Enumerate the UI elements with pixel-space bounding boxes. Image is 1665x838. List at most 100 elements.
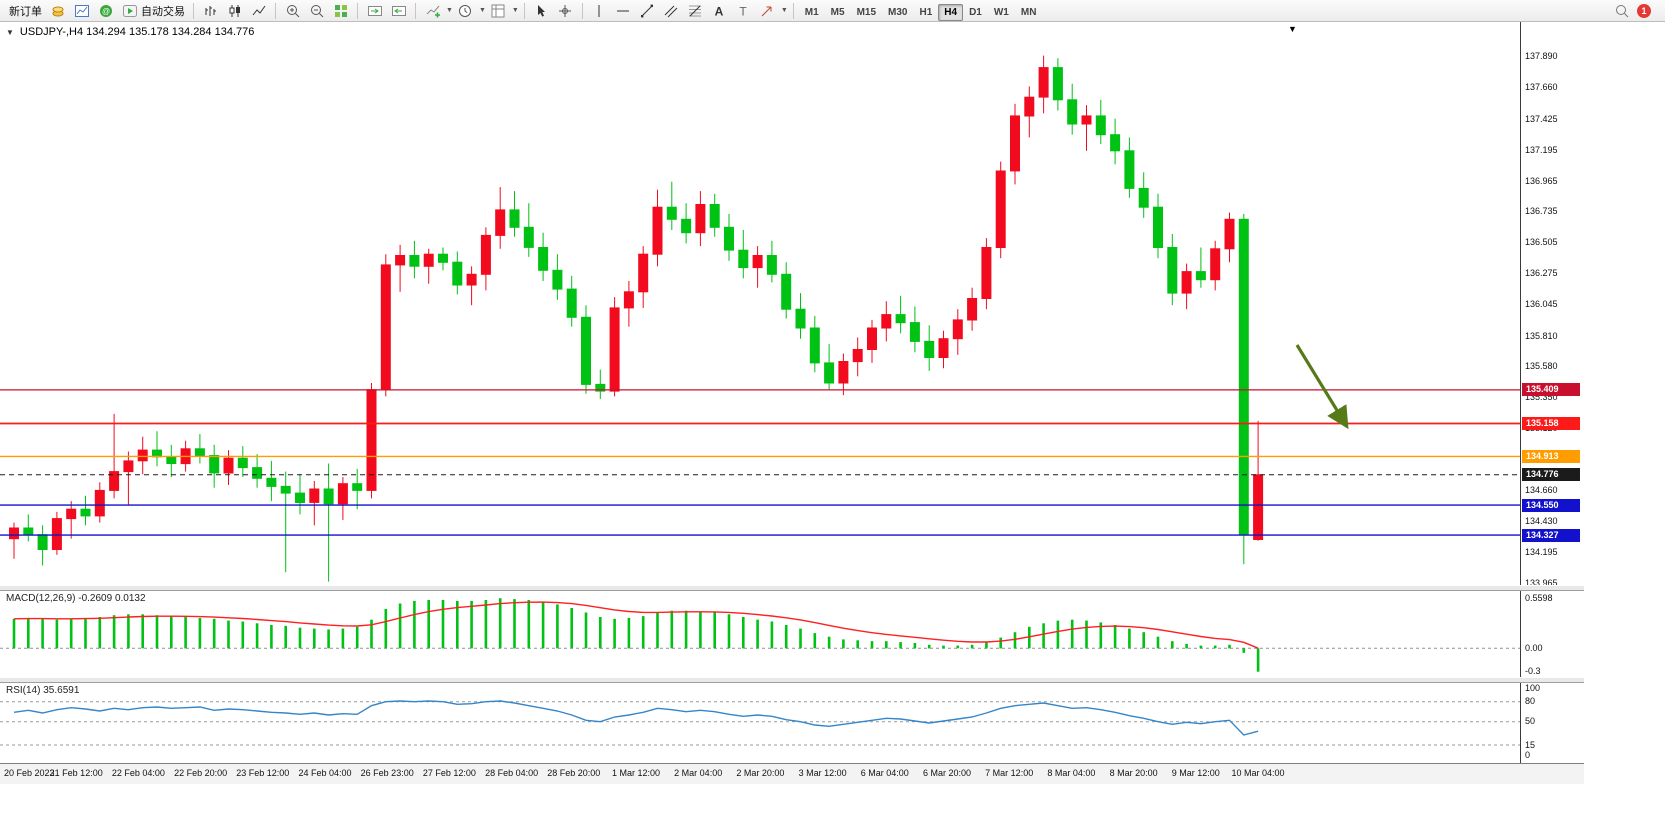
price-axis-label: 136.045 xyxy=(1525,299,1558,309)
price-axis-label: 137.195 xyxy=(1525,144,1558,155)
price-axis-label: 136.965 xyxy=(1525,175,1558,186)
rsi-axis[interactable]: 100 80 50 15 0 xyxy=(1520,683,1584,763)
toolbar-separator xyxy=(581,2,583,19)
timeframe-buttons: M1 M5 M15 M30 H1 H4 D1 W1 MN xyxy=(799,2,1043,21)
charts-icon[interactable] xyxy=(70,1,93,20)
auto-scroll-icon[interactable] xyxy=(363,1,386,20)
trendline-icon[interactable] xyxy=(636,1,659,20)
bar-chart-icon[interactable] xyxy=(199,1,222,20)
price-badge-135.409: 135.409 xyxy=(1522,383,1580,397)
time-axis-label: 22 Feb 04:00 xyxy=(111,768,165,778)
chart-title-overlay: ▼ USDJPY-,H4 134.294 135.178 134.284 134… xyxy=(6,26,254,38)
price-axis-label: 137.890 xyxy=(1525,51,1558,62)
svg-text:A: A xyxy=(715,4,724,18)
label-icon[interactable]: T xyxy=(732,1,755,20)
candlestick-chart[interactable] xyxy=(0,22,1520,585)
price-axis-label: 137.660 xyxy=(1525,82,1558,93)
timeframe-M1-button[interactable]: M1 xyxy=(804,6,819,18)
time-axis-label: 3 Mar 12:00 xyxy=(798,768,847,778)
main-toolbar: 新订单 @ 自动交易 ▼ ▼ ▼ A T ▼ xyxy=(0,0,1665,22)
autotrading-icon xyxy=(121,2,138,19)
macd-panel[interactable]: MACD(12,26,9) -0.2609 0.0132 xyxy=(0,591,1520,677)
autotrading-button[interactable]: 自动交易 xyxy=(118,1,188,20)
arrow-tools-caret-icon[interactable]: ▼ xyxy=(780,7,788,14)
timeframe-W1-button[interactable]: W1 xyxy=(993,6,1009,18)
search-icon[interactable] xyxy=(1613,2,1630,19)
price-axis-label: 135.350 xyxy=(1525,392,1558,403)
timeframes-caret-icon[interactable]: ▼ xyxy=(478,7,486,14)
vertical-line-icon[interactable] xyxy=(588,1,611,20)
rsi-axis-label: 100 xyxy=(1525,683,1541,693)
rsi-chart[interactable] xyxy=(0,683,1520,763)
arrow-tools-icon[interactable] xyxy=(756,1,779,20)
price-badge-134.327: 134.327 xyxy=(1522,528,1580,542)
time-axis-label: 2 Mar 20:00 xyxy=(736,768,785,778)
svg-text:@: @ xyxy=(101,7,109,16)
rsi-panel[interactable]: RSI(14) 35.6591 xyxy=(0,683,1520,763)
timeframe-H1-button[interactable]: H1 xyxy=(919,6,933,18)
autotrading-label: 自动交易 xyxy=(141,5,185,18)
price-axis-label: 134.430 xyxy=(1525,515,1558,526)
text-icon[interactable]: A xyxy=(708,1,731,20)
time-axis-label: 20 Feb 2023 xyxy=(4,768,55,778)
template-caret-icon[interactable]: ▼ xyxy=(511,7,519,14)
price-axis-label: 134.660 xyxy=(1525,484,1558,495)
time-axis-label: 6 Mar 20:00 xyxy=(922,768,972,778)
macd-axis[interactable]: 0.5598 0.00 -0.3 xyxy=(1520,591,1584,677)
macd-splitter[interactable] xyxy=(0,585,1584,591)
indicators-caret-icon[interactable]: ▼ xyxy=(446,7,453,14)
toolbar-separator xyxy=(523,2,525,19)
indicators-icon[interactable] xyxy=(421,1,444,20)
notification-badge[interactable]: 1 xyxy=(1637,3,1651,18)
timeframe-M15-button[interactable]: M15 xyxy=(856,6,877,18)
toolbar-separator xyxy=(275,2,276,19)
time-axis[interactable]: 20 Feb 2023 21 Feb 12:00 22 Feb 04:00 22 Fe… xyxy=(0,763,1584,784)
horizontal-line-icon[interactable] xyxy=(612,1,635,20)
macd-label: MACD(12,26,9) -0.2609 0.0132 xyxy=(6,593,146,604)
community-icon[interactable]: @ xyxy=(94,1,117,20)
price-chart-panel[interactable]: ▼ USDJPY-,H4 134.294 135.178 134.284 134… xyxy=(0,22,1520,585)
price-axis-label: 135.810 xyxy=(1525,330,1558,341)
time-axis-label: 26 Feb 23:00 xyxy=(360,768,414,778)
zoom-in-icon[interactable] xyxy=(281,1,304,20)
macd-chart[interactable] xyxy=(0,591,1520,677)
fibonacci-icon[interactable] xyxy=(684,1,707,20)
zoom-out-icon[interactable] xyxy=(305,1,328,20)
rsi-splitter[interactable] xyxy=(0,677,1584,683)
time-axis-label: 1 Mar 12:00 xyxy=(611,768,661,778)
price-axis[interactable]: 137.890 137.660 137.425 137.195 136.965 136.7… xyxy=(1520,22,1584,589)
toolbar-right-cluster: 1 xyxy=(1613,2,1659,19)
timeframes-clock-icon[interactable] xyxy=(454,1,477,20)
line-chart-icon[interactable] xyxy=(247,1,270,20)
timeframe-M5-button[interactable]: M5 xyxy=(830,6,845,18)
rsi-axis-label: 0 xyxy=(1525,749,1531,760)
template-icon[interactable] xyxy=(487,1,510,20)
chart-shift-icon[interactable] xyxy=(387,1,410,20)
timeframe-MN-button[interactable]: MN xyxy=(1020,6,1037,18)
price-axis-label: 134.195 xyxy=(1525,547,1558,558)
price-axis-label: 136.505 xyxy=(1525,237,1558,248)
candlestick-icon[interactable] xyxy=(223,1,246,20)
price-badge-134.913: 134.913 xyxy=(1522,449,1580,463)
new-order-button[interactable]: 新订单 xyxy=(6,2,45,20)
price-axis-label: 133.965 xyxy=(1525,578,1558,589)
crosshair-icon[interactable] xyxy=(554,1,577,20)
timeframe-M30-button[interactable]: M30 xyxy=(888,6,908,18)
one-click-trading-toggle[interactable]: ▼ xyxy=(6,27,14,37)
accounts-icon[interactable] xyxy=(46,1,69,20)
tile-windows-icon[interactable] xyxy=(329,1,352,20)
toolbar-separator xyxy=(792,2,794,19)
price-axis-label: 135.580 xyxy=(1525,361,1558,372)
rsi-label: RSI(14) 35.6591 xyxy=(6,685,80,696)
chart-menu-icon[interactable]: ▼ xyxy=(1288,24,1297,34)
cursor-icon[interactable] xyxy=(530,1,553,20)
timeframe-D1-button[interactable]: D1 xyxy=(969,6,982,18)
time-axis-label: 28 Feb 04:00 xyxy=(485,768,539,778)
time-axis-label: 22 Feb 20:00 xyxy=(174,768,228,778)
rsi-axis-label: 80 xyxy=(1525,696,1536,707)
price-axis-label: 136.275 xyxy=(1525,268,1558,279)
price-badge-134.550: 134.550 xyxy=(1522,498,1580,512)
channel-icon[interactable] xyxy=(660,1,683,20)
timeframe-H4-button[interactable]: H4 xyxy=(938,3,964,21)
time-axis-label: 28 Feb 20:00 xyxy=(547,768,601,778)
